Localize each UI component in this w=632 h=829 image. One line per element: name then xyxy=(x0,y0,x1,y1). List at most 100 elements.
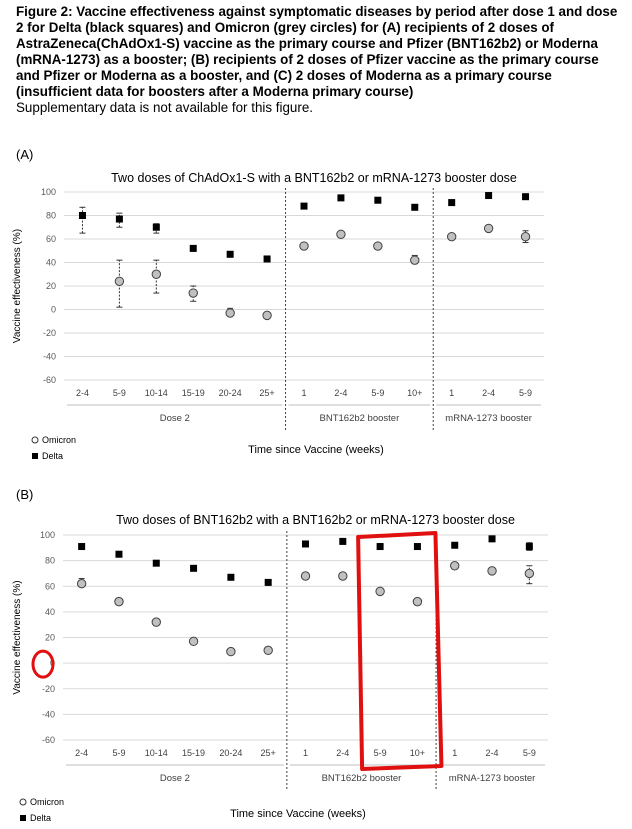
omicron-point xyxy=(446,231,457,242)
highlight-booster-box xyxy=(356,531,444,771)
delta-point xyxy=(448,199,456,207)
legend-delta-marker xyxy=(32,453,38,459)
group-label: Dose 2 xyxy=(160,413,190,424)
omicron-point xyxy=(188,288,198,298)
delta-point xyxy=(339,537,347,545)
omicron-point xyxy=(263,645,273,656)
x-tick-label: 1 xyxy=(301,388,306,398)
group-label: BNT162b2 booster xyxy=(322,773,402,784)
x-tick-label: 2-4 xyxy=(336,748,349,758)
y-tick-label: 80 xyxy=(46,211,56,221)
y-tick-label: -20 xyxy=(42,684,55,694)
y-tick-label: 40 xyxy=(46,258,56,268)
x-axis-label: Time since Vaccine (weeks) xyxy=(230,808,366,820)
legend-delta-marker xyxy=(20,815,26,821)
omicron-point xyxy=(450,561,460,571)
omicron-point xyxy=(188,636,199,647)
x-tick-label: 20-24 xyxy=(219,388,242,398)
delta-point xyxy=(376,543,384,551)
omicron-point xyxy=(114,276,125,287)
y-tick-label: 60 xyxy=(45,581,55,591)
x-axis-label: Time since Vaccine (weeks) xyxy=(248,444,384,456)
x-tick-label: 15-19 xyxy=(182,748,205,758)
delta-point xyxy=(189,244,197,252)
x-tick-label: 1 xyxy=(449,388,454,398)
omicron-point xyxy=(520,231,531,242)
y-axis-label: Vaccine effectiveness (%) xyxy=(12,229,23,343)
omicron-point xyxy=(299,241,309,251)
omicron-point xyxy=(375,586,385,597)
delta-point xyxy=(227,573,235,581)
delta-point xyxy=(226,250,234,258)
omicron-point xyxy=(226,646,236,657)
delta-point xyxy=(485,192,493,200)
x-tick-label: 5-9 xyxy=(112,748,125,758)
x-tick-label: 2-4 xyxy=(334,388,347,398)
y-tick-label: -40 xyxy=(43,352,56,362)
group-label: mRNA-1273 booster xyxy=(449,773,536,784)
delta-point xyxy=(300,202,308,210)
y-tick-label: -60 xyxy=(42,735,55,745)
omicron-point xyxy=(225,308,235,318)
caption-note: Supplementary data is not available for … xyxy=(16,100,313,115)
legend-delta-label: Delta xyxy=(30,813,51,823)
omicron-point xyxy=(300,571,311,581)
y-tick-label: 0 xyxy=(51,305,56,315)
delta-point xyxy=(263,255,271,263)
omicron-point xyxy=(338,571,348,581)
delta-point xyxy=(152,223,160,231)
delta-point xyxy=(152,559,160,567)
x-tick-label: 25+ xyxy=(261,748,276,758)
legend-delta-label: Delta xyxy=(42,451,63,461)
y-tick-label: -20 xyxy=(43,328,56,338)
omicron-point xyxy=(151,617,161,627)
omicron-point xyxy=(487,566,497,576)
delta-point xyxy=(190,564,198,572)
delta-point xyxy=(78,212,86,219)
y-tick-label: 40 xyxy=(45,607,55,617)
chart-title: Two doses of BNT162b2 with a BNT162b2 or… xyxy=(116,513,515,527)
delta-point xyxy=(522,193,530,201)
y-tick-label: 20 xyxy=(45,633,55,643)
x-tick-label: 1 xyxy=(303,748,308,758)
omicron-point xyxy=(336,229,346,240)
x-tick-label: 5-9 xyxy=(523,748,536,758)
x-tick-label: 10+ xyxy=(407,388,422,398)
omicron-point xyxy=(410,255,420,265)
x-tick-label: 10+ xyxy=(410,748,425,758)
x-tick-label: 25+ xyxy=(259,388,274,398)
figure-caption: Figure 2: Vaccine effectiveness against … xyxy=(16,4,622,116)
x-tick-label: 5-9 xyxy=(113,388,126,398)
caption-title: Figure 2: Vaccine effectiveness against … xyxy=(16,4,618,99)
omicron-point xyxy=(373,241,383,251)
x-tick-label: 2-4 xyxy=(76,388,89,398)
delta-point xyxy=(411,203,419,211)
delta-point xyxy=(264,578,272,586)
group-label: BNT162b2 booster xyxy=(320,413,400,424)
omicron-point xyxy=(412,596,423,607)
x-tick-label: 15-19 xyxy=(182,388,205,398)
y-axis-label: Vaccine effectiveness (%) xyxy=(12,580,23,694)
chart-panel-a: Two doses of ChAdOx1-S with a BNT162b2 o… xyxy=(12,171,544,461)
y-tick-label: 100 xyxy=(41,187,56,197)
legend-omicron-label: Omicron xyxy=(30,797,64,807)
x-tick-label: 20-24 xyxy=(219,748,242,758)
x-tick-label: 5-9 xyxy=(374,748,387,758)
omicron-point xyxy=(262,310,272,321)
chart-title: Two doses of ChAdOx1-S with a BNT162b2 o… xyxy=(111,171,517,185)
y-tick-label: -40 xyxy=(42,709,55,719)
legend-omicron-marker xyxy=(31,436,39,444)
y-tick-label: 60 xyxy=(46,234,56,244)
y-tick-label: 80 xyxy=(45,556,55,566)
x-tick-label: 10-14 xyxy=(145,748,168,758)
omicron-point xyxy=(114,596,124,607)
y-tick-label: 20 xyxy=(46,281,56,291)
delta-point xyxy=(413,543,421,551)
omicron-point xyxy=(483,223,494,234)
delta-point xyxy=(374,196,382,204)
legend-omicron-marker xyxy=(19,798,27,806)
highlight-zero-circle xyxy=(31,649,55,679)
omicron-point xyxy=(76,578,87,589)
chart-panel-b: Two doses of BNT162b2 with a BNT162b2 or… xyxy=(12,513,548,823)
x-tick-label: 2-4 xyxy=(486,748,499,758)
